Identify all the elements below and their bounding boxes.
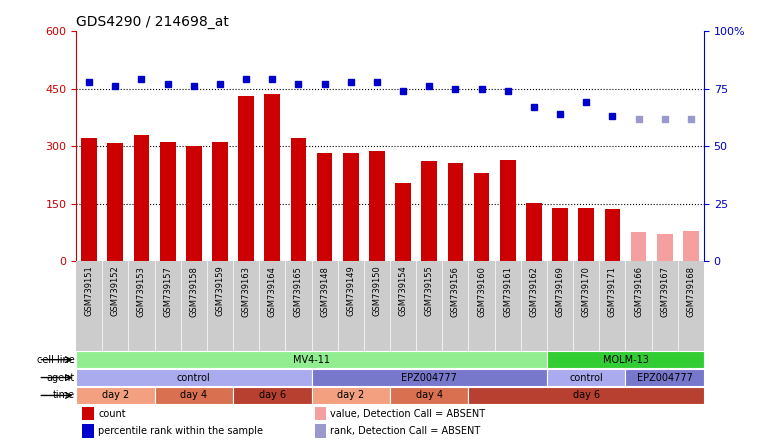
Bar <box>311 369 547 386</box>
Bar <box>76 387 154 404</box>
Bar <box>311 387 390 404</box>
Bar <box>626 369 704 386</box>
Bar <box>107 143 123 261</box>
Text: MOLM-13: MOLM-13 <box>603 355 648 365</box>
Text: GSM739170: GSM739170 <box>581 266 591 317</box>
Bar <box>578 207 594 261</box>
Bar <box>369 151 385 261</box>
Text: day 2: day 2 <box>102 390 129 400</box>
Text: day 2: day 2 <box>337 390 365 400</box>
Text: control: control <box>177 373 211 383</box>
Text: percentile rank within the sample: percentile rank within the sample <box>98 426 263 436</box>
Text: GSM739155: GSM739155 <box>425 266 434 317</box>
Text: GSM739153: GSM739153 <box>137 266 146 317</box>
Bar <box>447 163 463 261</box>
Bar <box>186 146 202 261</box>
Text: time: time <box>53 390 75 400</box>
Bar <box>76 369 311 386</box>
Text: GSM739167: GSM739167 <box>661 266 669 317</box>
Text: MV4-11: MV4-11 <box>293 355 330 365</box>
Bar <box>469 387 704 404</box>
Text: day 6: day 6 <box>259 390 286 400</box>
Text: GSM739163: GSM739163 <box>242 266 250 317</box>
Text: cell line: cell line <box>37 355 75 365</box>
Bar <box>631 233 646 261</box>
Bar <box>526 203 542 261</box>
Text: GSM739151: GSM739151 <box>84 266 94 317</box>
Bar <box>547 369 626 386</box>
Text: GSM739166: GSM739166 <box>634 266 643 317</box>
Text: GSM739150: GSM739150 <box>372 266 381 317</box>
Text: GSM739169: GSM739169 <box>556 266 565 317</box>
Text: count: count <box>98 408 126 419</box>
Text: day 6: day 6 <box>572 390 600 400</box>
Bar <box>395 182 411 261</box>
Text: GSM739159: GSM739159 <box>215 266 224 317</box>
Bar <box>315 407 326 420</box>
Text: GSM739164: GSM739164 <box>268 266 277 317</box>
Text: GSM739158: GSM739158 <box>189 266 199 317</box>
Bar <box>547 351 704 368</box>
Bar <box>76 351 547 368</box>
Bar <box>134 135 149 261</box>
Bar <box>343 153 358 261</box>
Text: GSM739154: GSM739154 <box>399 266 408 317</box>
Text: day 4: day 4 <box>180 390 208 400</box>
Text: agent: agent <box>46 373 75 383</box>
Text: GSM739149: GSM739149 <box>346 266 355 317</box>
Text: control: control <box>569 373 603 383</box>
Text: day 4: day 4 <box>416 390 443 400</box>
Bar <box>500 159 516 261</box>
Text: value, Detection Call = ABSENT: value, Detection Call = ABSENT <box>330 408 486 419</box>
Text: GSM739156: GSM739156 <box>451 266 460 317</box>
Bar <box>154 387 233 404</box>
Text: GSM739152: GSM739152 <box>111 266 119 317</box>
Bar <box>657 234 673 261</box>
Bar <box>291 138 306 261</box>
Bar <box>81 139 97 261</box>
Bar <box>315 424 326 438</box>
Text: EPZ004777: EPZ004777 <box>401 373 457 383</box>
Text: GDS4290 / 214698_at: GDS4290 / 214698_at <box>76 15 229 29</box>
Text: GSM739161: GSM739161 <box>503 266 512 317</box>
Text: EPZ004777: EPZ004777 <box>637 373 693 383</box>
Bar <box>552 207 568 261</box>
Bar <box>265 95 280 261</box>
Bar <box>82 424 94 438</box>
Bar <box>160 143 176 261</box>
Text: GSM739168: GSM739168 <box>686 266 696 317</box>
Bar <box>683 230 699 261</box>
Text: GSM739157: GSM739157 <box>163 266 172 317</box>
Bar <box>390 387 469 404</box>
Bar <box>604 210 620 261</box>
Text: GSM739165: GSM739165 <box>294 266 303 317</box>
Text: GSM739160: GSM739160 <box>477 266 486 317</box>
Bar <box>212 142 228 261</box>
Bar <box>317 153 333 261</box>
Bar <box>82 407 94 420</box>
Bar <box>473 173 489 261</box>
Text: rank, Detection Call = ABSENT: rank, Detection Call = ABSENT <box>330 426 481 436</box>
Text: GSM739148: GSM739148 <box>320 266 329 317</box>
Text: GSM739162: GSM739162 <box>530 266 538 317</box>
Text: GSM739171: GSM739171 <box>608 266 617 317</box>
Bar <box>233 387 311 404</box>
Bar <box>422 161 437 261</box>
Bar <box>238 96 254 261</box>
